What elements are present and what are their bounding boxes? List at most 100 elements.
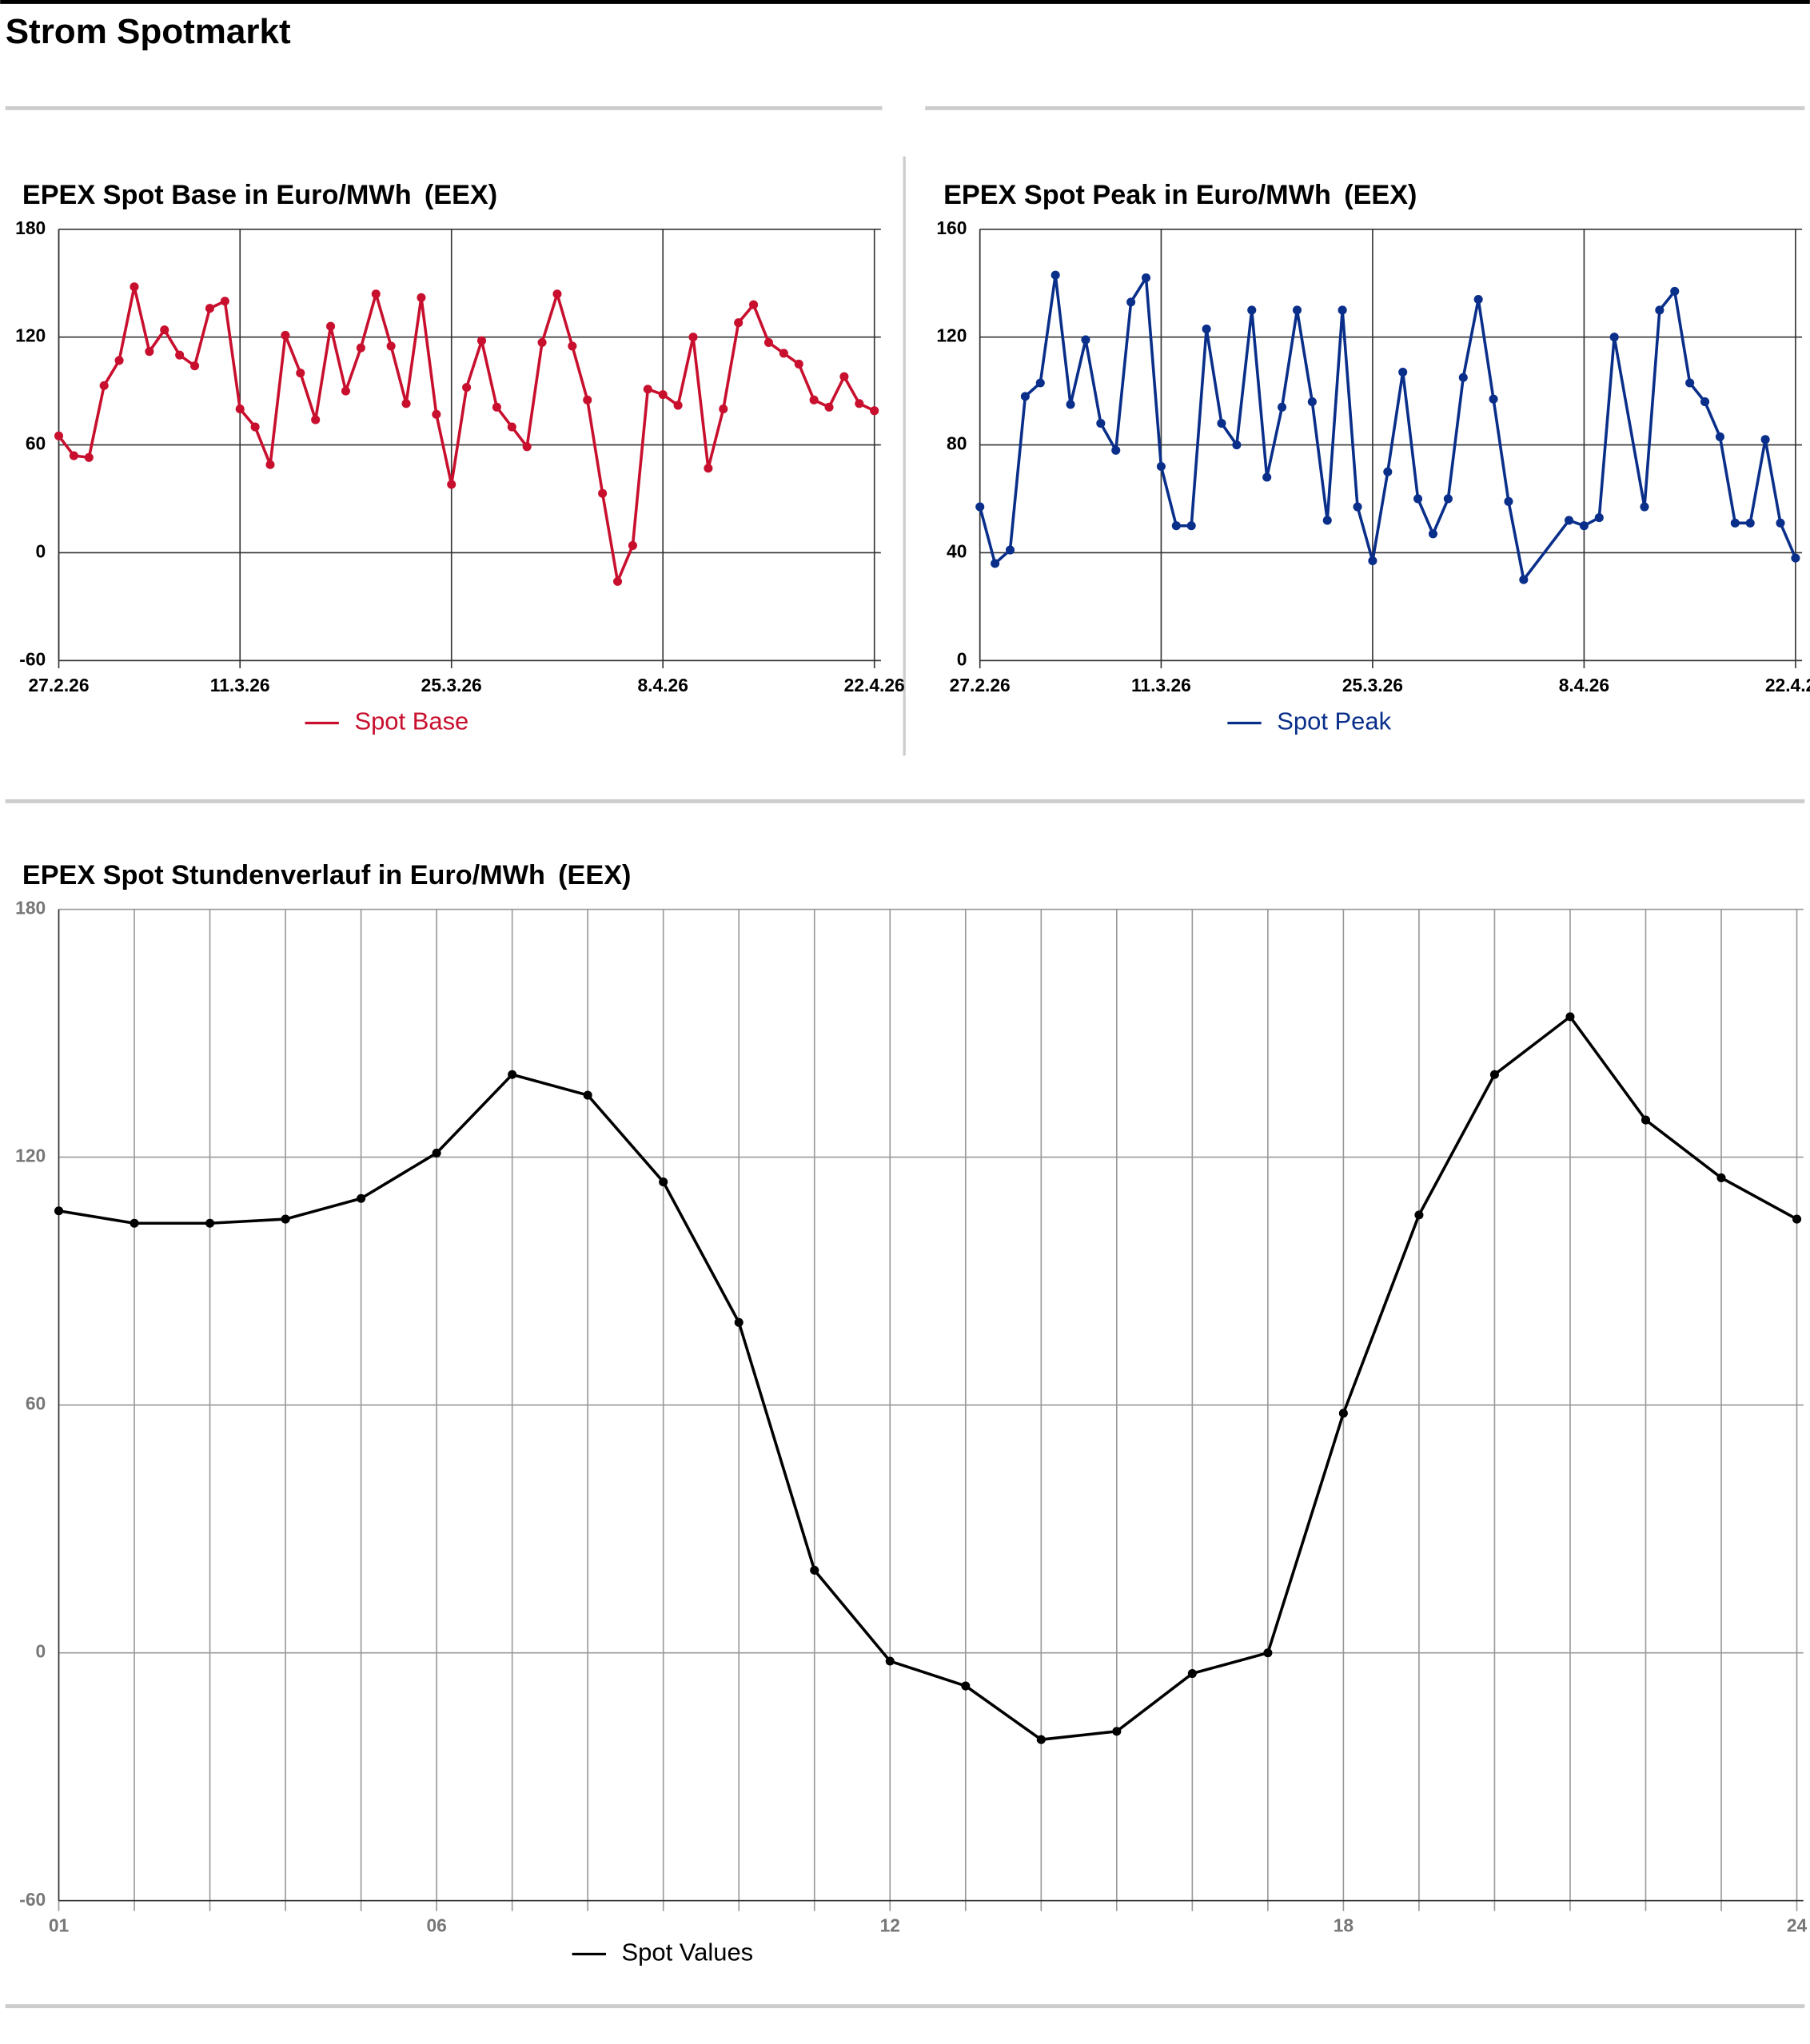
data-point	[1096, 419, 1106, 428]
data-point	[54, 431, 64, 440]
data-point	[401, 399, 411, 408]
data-point	[839, 372, 849, 381]
data-point	[84, 452, 94, 462]
x-tick-label: 22.4.26	[844, 675, 905, 695]
data-point	[1035, 378, 1045, 388]
legend: Spot Base	[305, 707, 468, 735]
legend-label: Spot Peak	[1277, 707, 1391, 735]
series-line	[978, 273, 1797, 581]
data-point	[130, 282, 139, 292]
data-point	[160, 325, 169, 335]
data-point	[1368, 556, 1377, 566]
data-point	[371, 289, 381, 299]
data-point	[1036, 1735, 1046, 1744]
data-point	[296, 369, 305, 378]
data-point	[281, 330, 290, 340]
chart-title: EPEX Spot Base in Euro/MWh (EEX)	[22, 180, 497, 210]
data-point	[1443, 494, 1453, 504]
y-tick-label: 120	[15, 1146, 46, 1166]
data-point	[1186, 521, 1196, 531]
data-point	[205, 1218, 215, 1228]
data-point	[704, 464, 713, 473]
data-point	[1609, 333, 1619, 342]
legend-label: Spot Base	[354, 707, 468, 735]
chart-title: EPEX Spot Peak in Euro/MWh (EEX)	[943, 180, 1417, 210]
data-point	[1565, 1012, 1575, 1022]
data-point	[885, 1656, 895, 1666]
data-point	[114, 356, 124, 365]
page-title: Strom Spotmarkt	[6, 12, 291, 51]
data-point	[870, 406, 879, 416]
data-point	[492, 402, 501, 412]
data-point	[809, 395, 819, 404]
series-line	[58, 285, 875, 584]
data-point	[1641, 1115, 1651, 1125]
data-point	[130, 1218, 139, 1228]
data-point	[719, 404, 728, 414]
data-point	[281, 1214, 290, 1224]
x-tick-label: 12	[880, 1915, 900, 1935]
data-point	[1655, 305, 1664, 315]
data-point	[1232, 440, 1242, 450]
y-tick-label: 180	[15, 898, 46, 918]
x-tick-label: 27.2.26	[950, 675, 1011, 695]
y-tick-label: 180	[15, 217, 46, 238]
legend: Spot Peak	[1227, 707, 1392, 735]
data-point	[357, 1193, 366, 1203]
data-point	[975, 502, 985, 512]
data-point	[1307, 397, 1317, 407]
y-tick-label: -60	[19, 1889, 46, 1910]
data-point	[568, 341, 577, 351]
data-point	[417, 293, 426, 302]
chart: EPEX Spot Base in Euro/MWh (EEX) -60 0 60 120…	[15, 180, 905, 735]
data-point	[1473, 294, 1483, 305]
data-point	[1519, 575, 1529, 584]
data-point	[1685, 378, 1695, 388]
x-tick-label: 01	[49, 1915, 70, 1935]
data-point	[522, 442, 532, 452]
data-point	[537, 337, 547, 347]
data-point	[1112, 1727, 1122, 1736]
chart-title-text: EPEX Spot Peak in Euro/MWh	[943, 180, 1331, 210]
y-tick-label: -60	[19, 648, 46, 669]
x-tick-label: 11.3.26	[1131, 675, 1191, 695]
data-point	[1338, 1408, 1348, 1418]
data-point	[250, 422, 260, 432]
data-point	[612, 576, 623, 586]
data-point	[1791, 553, 1800, 563]
data-point	[1111, 445, 1121, 455]
data-point	[432, 1148, 441, 1157]
y-tick-label: 60	[26, 433, 46, 454]
data-point	[69, 451, 78, 460]
data-point	[658, 390, 668, 400]
data-point	[688, 333, 698, 342]
x-tick-label: 25.3.26	[421, 675, 482, 695]
data-point	[1489, 394, 1498, 404]
data-point	[476, 336, 487, 345]
data-point	[734, 318, 744, 328]
data-point	[220, 297, 229, 306]
legend: Spot Values	[572, 1938, 753, 1966]
data-point	[190, 361, 200, 371]
data-point	[1700, 397, 1710, 407]
data-point	[643, 384, 652, 394]
data-point	[1640, 502, 1649, 512]
data-point	[1715, 432, 1724, 441]
data-point	[145, 347, 154, 357]
data-point	[1292, 305, 1302, 315]
data-point	[1564, 516, 1574, 525]
data-point	[1081, 335, 1090, 345]
data-point	[1156, 461, 1166, 472]
data-point	[1005, 545, 1015, 555]
data-point	[507, 422, 516, 432]
y-tick-label: 40	[947, 540, 967, 561]
chart: EPEX Spot Peak in Euro/MWh (EEX) 0 40 80 120 1…	[936, 180, 1810, 735]
data-point	[447, 480, 456, 489]
x-tick-label: 25.3.26	[1342, 675, 1403, 695]
data-point	[673, 400, 683, 410]
data-point	[1247, 305, 1257, 315]
data-point	[1383, 467, 1393, 476]
data-point	[311, 415, 321, 424]
data-point	[794, 359, 803, 369]
